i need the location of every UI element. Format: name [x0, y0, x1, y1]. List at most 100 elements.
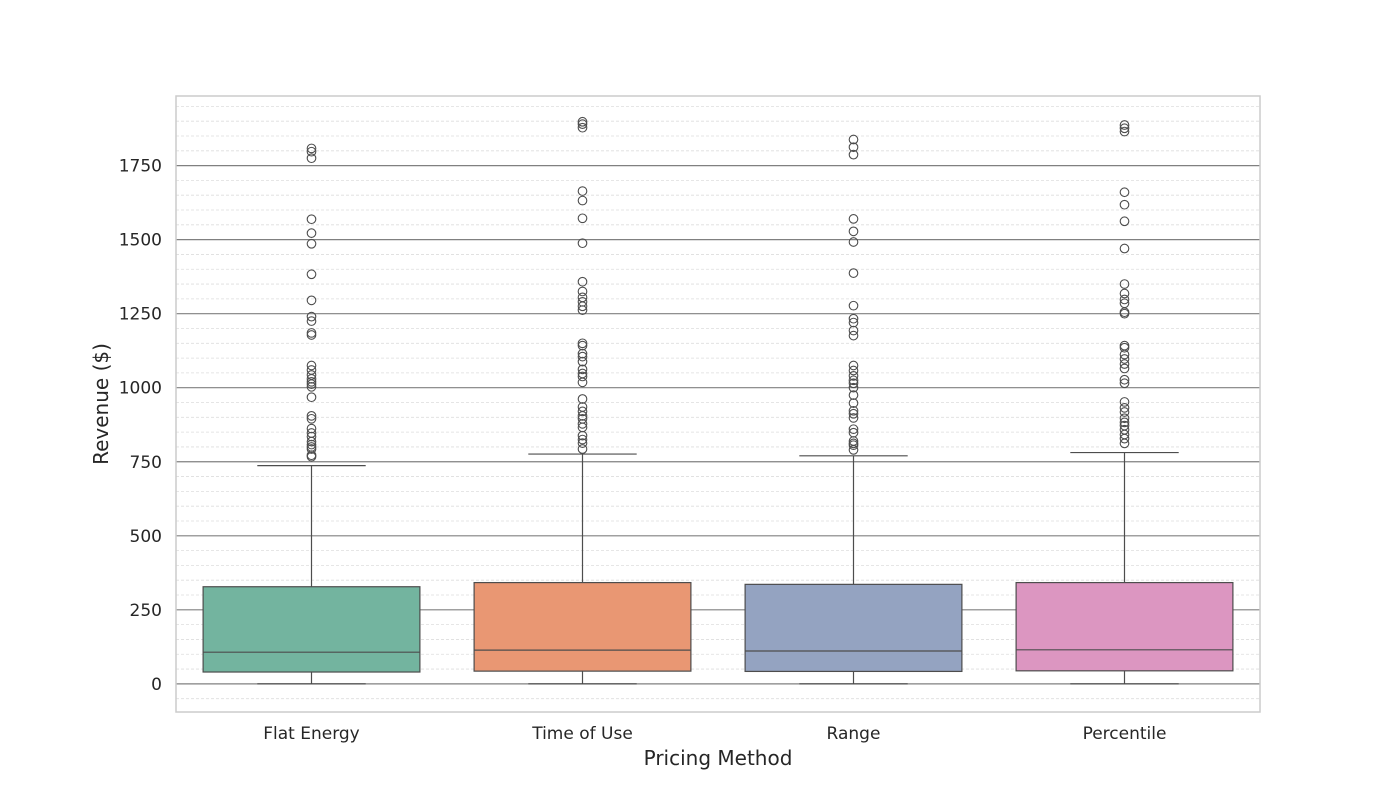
y-tick-label: 1750	[119, 157, 162, 177]
outlier-point	[848, 424, 859, 435]
outlier-point	[306, 143, 317, 154]
outlier-point	[306, 439, 317, 450]
iqr-box	[1015, 581, 1234, 672]
outlier-point	[306, 269, 317, 280]
outlier-point	[1119, 123, 1130, 134]
outlier-point	[306, 311, 317, 322]
outlier-point	[1119, 308, 1130, 319]
outlier-point	[306, 376, 317, 387]
iqr-box	[202, 586, 421, 673]
box-time-of-use	[473, 116, 692, 685]
outlier-point	[848, 365, 859, 376]
plot-frame	[175, 95, 1261, 713]
y-tick-label: 0	[151, 675, 162, 695]
outlier-point	[1119, 342, 1130, 353]
outlier-point	[306, 436, 317, 447]
outlier-point	[1119, 216, 1130, 227]
outlier-point	[577, 213, 588, 224]
outlier-point	[577, 116, 588, 127]
outlier-point	[848, 390, 859, 400]
y-tick-label: 1500	[119, 231, 162, 251]
y-tick-labels: 0 250 500 750 1000 1250 1500 1750	[119, 157, 162, 695]
outlier-point	[848, 317, 859, 328]
outlier-point	[848, 360, 859, 371]
outlier-point	[848, 440, 859, 451]
outlier-point	[306, 431, 317, 442]
minor-grid	[176, 105, 1260, 700]
outlier-point	[848, 408, 859, 419]
outlier-point	[848, 313, 859, 324]
outlier-point	[306, 360, 317, 371]
outlier-point	[1119, 374, 1130, 385]
outlier-point	[848, 413, 859, 423]
outlier-point	[848, 330, 859, 341]
outlier-point	[577, 348, 588, 359]
outlier-point	[1119, 407, 1130, 417]
outlier-point	[1119, 349, 1130, 360]
outlier-point	[1119, 120, 1130, 130]
outlier-point	[1119, 413, 1130, 424]
outlier-point	[306, 373, 317, 384]
outlier-point	[1119, 363, 1130, 374]
y-tick-label: 1250	[119, 305, 162, 325]
boxes-layer	[202, 116, 1234, 685]
outlier-point	[848, 142, 859, 153]
outlier-point	[306, 451, 317, 462]
y-tick-label: 750	[130, 453, 162, 473]
outlier-point	[1119, 187, 1130, 198]
outlier-point	[577, 286, 588, 297]
outlier-point	[577, 364, 588, 375]
outlier-point	[577, 430, 588, 441]
outlier-point	[306, 228, 317, 238]
outlier-point	[848, 214, 859, 224]
outlier-point	[577, 119, 588, 129]
outlier-point	[577, 305, 588, 315]
outlier-point	[848, 300, 859, 311]
outlier-point	[848, 398, 859, 408]
x-tick-label: Percentile	[1083, 724, 1167, 744]
outlier-point	[848, 405, 859, 416]
outlier-point	[848, 149, 859, 160]
outlier-point	[848, 375, 859, 386]
outlier-point	[577, 394, 588, 404]
outlier-point	[1119, 243, 1130, 254]
y-tick-label: 1000	[119, 379, 162, 399]
outlier-point	[577, 434, 588, 445]
outlier-point	[1119, 403, 1130, 413]
outlier-point	[577, 301, 588, 312]
outlier-point	[306, 328, 317, 338]
outlier-point	[306, 381, 317, 392]
outlier-point	[306, 444, 317, 454]
outlier-point	[306, 423, 317, 434]
outlier-point	[848, 382, 859, 393]
outlier-point	[1119, 359, 1130, 369]
outlier-point	[1119, 397, 1130, 407]
outlier-point	[848, 134, 859, 145]
outlier-point	[306, 316, 317, 326]
outlier-point	[1119, 417, 1130, 428]
outlier-point	[306, 146, 317, 157]
iqr-box	[473, 581, 692, 672]
outlier-point	[577, 351, 588, 362]
y-tick-label: 500	[130, 527, 162, 547]
outlier-point	[306, 153, 317, 164]
y-tick-label: 250	[130, 601, 162, 621]
outlier-point	[848, 371, 859, 381]
x-tick-labels: Flat Energy Time of Use Range Percentile	[263, 724, 1166, 744]
outlier-point	[577, 356, 588, 367]
outlier-point	[306, 238, 317, 249]
outlier-point	[577, 238, 588, 249]
x-tick-label: Range	[827, 724, 881, 744]
outlier-point	[848, 226, 859, 237]
outlier-point	[1119, 294, 1130, 305]
outlier-point	[1119, 433, 1130, 444]
outlier-point	[577, 276, 588, 287]
outlier-point	[1119, 279, 1130, 289]
outlier-point	[577, 438, 588, 448]
box-flat-energy	[202, 143, 421, 685]
outlier-point	[1119, 340, 1130, 351]
outlier-point	[1119, 438, 1130, 449]
x-tick-label: Flat Energy	[263, 724, 360, 744]
outlier-point	[848, 237, 859, 247]
